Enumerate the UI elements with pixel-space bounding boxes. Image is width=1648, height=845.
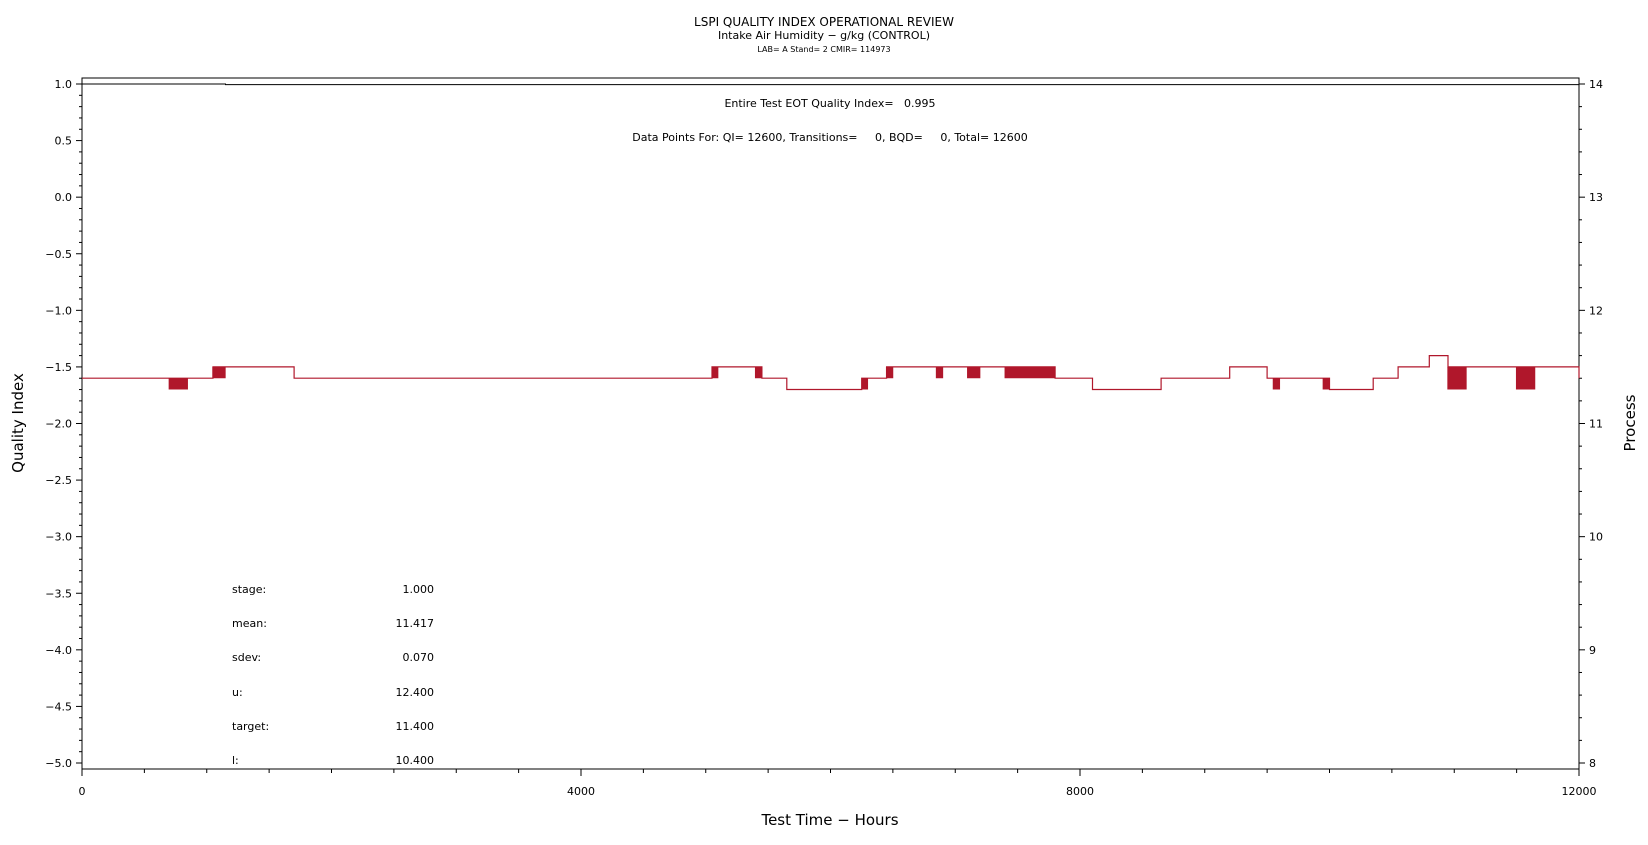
- y2-tick-label: 12: [1589, 304, 1603, 317]
- stat-label-mean: mean:: [232, 617, 267, 630]
- y2-tick-label: 13: [1589, 191, 1603, 204]
- y2-tick-label: 11: [1589, 418, 1603, 431]
- stat-label-target: target:: [232, 720, 269, 733]
- y-tick-label: −3.5: [45, 587, 72, 600]
- chart-subtitle-lab: LAB= A Stand= 2 CMIR= 114973: [757, 45, 890, 54]
- plot-frame: [81, 77, 1580, 770]
- chart-title: LSPI QUALITY INDEX OPERATIONAL REVIEW: [694, 15, 954, 29]
- process-noise-band: [1447, 366, 1467, 390]
- process-noise-band: [967, 366, 981, 379]
- y-tick-label: −4.5: [45, 700, 72, 713]
- stat-value-upper: 12.400: [396, 686, 435, 699]
- process-noise-band: [168, 378, 188, 390]
- y-tick-label: −1.5: [45, 361, 72, 374]
- stats-block: stage: 1.000 mean: 11.417 sdev: 0.070 u:…: [232, 583, 434, 767]
- y2-tick-label: 14: [1589, 78, 1603, 91]
- y-tick-label: −4.0: [45, 644, 72, 657]
- y-tick-label: −2.0: [45, 418, 72, 431]
- process-noise-band: [212, 366, 226, 379]
- process-line: [82, 355, 1580, 391]
- y-axis-label: Quality Index: [9, 373, 27, 473]
- process-noise-band: [1272, 378, 1281, 390]
- stat-value-target: 11.400: [396, 720, 435, 733]
- y-tick-label: 1.0: [55, 78, 73, 91]
- process-noise-band: [935, 366, 944, 379]
- process-noise-band: [861, 378, 869, 390]
- stat-value-stage: 1.000: [403, 583, 435, 596]
- x-tick-label: 8000: [1066, 785, 1094, 798]
- stat-label-stage: stage:: [232, 583, 266, 596]
- stat-value-lower: 10.400: [396, 754, 435, 767]
- chart-subtitle: Intake Air Humidity − g/kg (CONTROL): [718, 29, 930, 42]
- stat-label-upper: u:: [232, 686, 243, 699]
- eot-quality-annotation: Entire Test EOT Quality Index= 0.995: [724, 97, 935, 110]
- process-noise-band: [1515, 366, 1536, 390]
- y2-tick-label: 9: [1589, 644, 1596, 657]
- process-noise-band: [1004, 366, 1055, 379]
- x-tick-label: 12000: [1562, 785, 1597, 798]
- x-tick-label: 4000: [567, 785, 595, 798]
- y2-tick-label: 8: [1589, 757, 1596, 770]
- x-axis-label: Test Time − Hours: [760, 811, 898, 829]
- y-tick-label: −0.5: [45, 248, 72, 261]
- process-noise-band: [1322, 378, 1330, 390]
- y-tick-label: −1.0: [45, 304, 72, 317]
- x-tick-label: 0: [79, 785, 86, 798]
- stat-value-mean: 11.417: [396, 617, 435, 630]
- quality-index-line: [82, 83, 1579, 86]
- y-tick-label: −2.5: [45, 474, 72, 487]
- y2-tick-label: 10: [1589, 531, 1603, 544]
- process-noise-band: [885, 366, 894, 379]
- process-noise-band: [754, 366, 763, 379]
- y-tick-label: −5.0: [45, 757, 72, 770]
- y-tick-label: 0.0: [55, 191, 73, 204]
- process-noise-band: [712, 366, 719, 379]
- stat-label-lower: l:: [232, 754, 239, 767]
- stat-label-sdev: sdev:: [232, 651, 261, 664]
- y-tick-label: −3.0: [45, 531, 72, 544]
- y-tick-label: 0.5: [55, 135, 73, 148]
- stat-value-sdev: 0.070: [403, 651, 435, 664]
- data-points-annotation: Data Points For: QI= 12600, Transitions=…: [632, 131, 1027, 144]
- y2-axis-label: Process: [1621, 394, 1639, 451]
